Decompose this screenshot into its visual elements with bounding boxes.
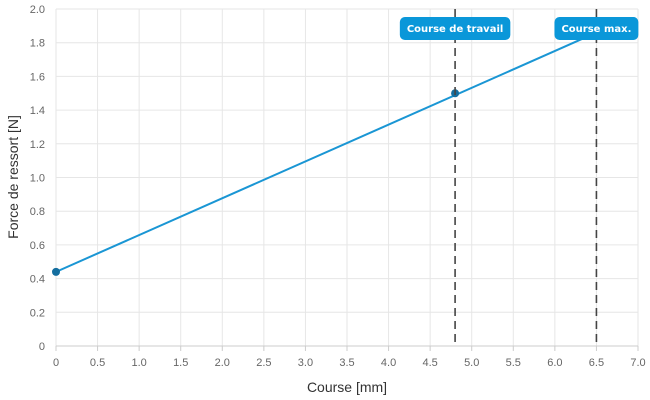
y-tick-label: 1.6: [30, 71, 45, 83]
y-tick-label: 0.6: [30, 240, 45, 252]
badge-background: [554, 17, 639, 40]
x-tick-label: 3.5: [339, 357, 354, 369]
axes: [55, 345, 639, 351]
data-point: [52, 267, 60, 276]
y-tick-label: 1.0: [30, 173, 45, 185]
x-tick-label: 3.0: [298, 357, 313, 369]
x-tick-label: 6.0: [547, 357, 562, 369]
x-tick-label: 4.0: [381, 357, 396, 369]
x-tick-label: 1.5: [173, 357, 188, 369]
y-tick-label: 1.4: [30, 105, 45, 117]
badge-label: Course max.: [561, 24, 631, 35]
series-line: [55, 31, 597, 273]
x-tick-labels: 0 0.5 1.0 1.5 2.0 2.5 3.0 3.5 4.0 4.5 5.0 5.5 6.0 6.5…: [53, 357, 646, 369]
reference-lines: Course de travail Course max.: [399, 9, 639, 346]
reference-badge: Course de travail: [399, 17, 511, 40]
x-tick-label: 5.0: [464, 357, 479, 369]
x-tick-label: 6.5: [589, 357, 604, 369]
series: [52, 31, 597, 276]
y-tick-label: 1.8: [30, 38, 45, 50]
grid: [55, 8, 639, 347]
x-tick-label: 2.5: [256, 357, 271, 369]
reference-badge: Course max.: [554, 17, 639, 40]
x-tick-label: 1.0: [131, 357, 146, 369]
x-tick-label: 4.5: [422, 357, 437, 369]
y-tick-labels: 0 0.2 0.4 0.6 0.8 1.0 1.2 1.4 1.6 1.8 2.0: [30, 4, 45, 353]
x-tick-label: 7.0: [630, 357, 645, 369]
y-axis-title: Force de ressort [N]: [5, 115, 21, 239]
x-tick-label: 0: [53, 357, 59, 369]
x-tick-label: 0.5: [90, 357, 105, 369]
x-axis-title: Course [mm]: [307, 379, 387, 395]
x-tick-label: 2.0: [215, 357, 230, 369]
badge-background: [399, 17, 511, 40]
y-tick-label: 0: [39, 341, 45, 353]
y-tick-label: 0.4: [30, 274, 45, 286]
badge-label: Course de travail: [407, 24, 503, 35]
x-tick-label: 5.5: [506, 357, 521, 369]
y-tick-label: 0.2: [30, 307, 45, 319]
y-tick-label: 2.0: [30, 4, 45, 16]
y-tick-label: 1.2: [30, 139, 45, 151]
y-tick-label: 0.8: [30, 206, 45, 218]
